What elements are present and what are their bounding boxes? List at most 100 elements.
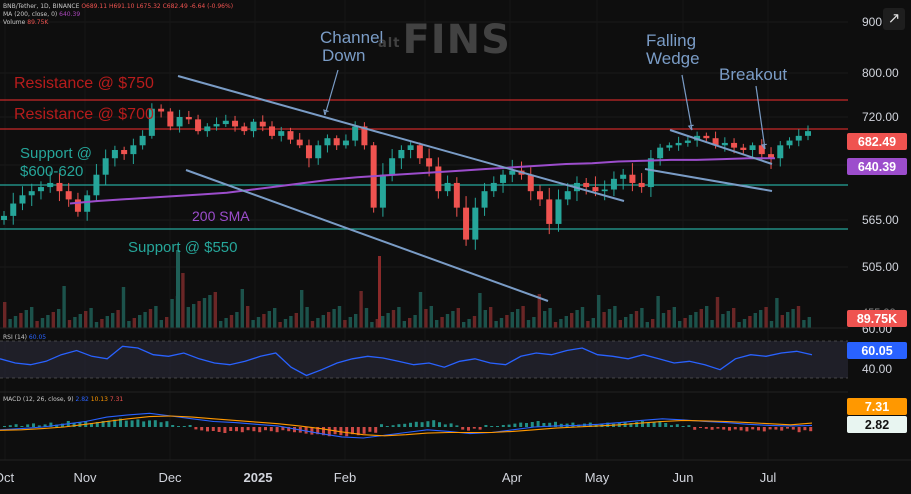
grid bbox=[0, 21, 848, 268]
macd-histogram-bar bbox=[206, 427, 209, 432]
ma-legend-text: MA (200, close, 0) bbox=[3, 11, 58, 18]
volume-bar bbox=[445, 314, 450, 328]
macd-histogram-bar bbox=[124, 420, 128, 427]
candle-body bbox=[416, 145, 423, 159]
volume-bar bbox=[310, 321, 315, 328]
volume-bar bbox=[462, 322, 466, 328]
volume-bar bbox=[402, 321, 406, 328]
volume-bar bbox=[559, 319, 563, 328]
channel-arrow bbox=[324, 69, 339, 116]
candle-body bbox=[398, 150, 405, 159]
volume-bar bbox=[548, 308, 552, 328]
macd-histogram-bar bbox=[194, 427, 198, 430]
candle-body bbox=[684, 140, 691, 143]
macd-histogram-bar bbox=[478, 427, 482, 430]
sma-label: 200 SMA bbox=[192, 208, 250, 224]
volume-bar bbox=[807, 317, 811, 328]
volume-badge-bg bbox=[847, 310, 907, 327]
macd-pane bbox=[0, 412, 813, 439]
candle-body bbox=[749, 145, 756, 150]
volume-bar bbox=[224, 318, 228, 328]
candle-body bbox=[389, 158, 396, 175]
resistance-700-label: Resistance @ $700 bbox=[14, 106, 154, 123]
volume-bar bbox=[451, 311, 455, 328]
macd-histogram-bar bbox=[159, 422, 163, 427]
macd-histogram-bar bbox=[791, 427, 795, 430]
macd-histogram-bar bbox=[664, 423, 668, 427]
volume-bar bbox=[84, 311, 88, 328]
candle-body bbox=[703, 135, 710, 139]
macd-histogram-bar bbox=[449, 423, 453, 427]
candle-body bbox=[453, 182, 460, 208]
volume-bar bbox=[359, 291, 363, 328]
volume-bar bbox=[386, 313, 390, 328]
volume-bar bbox=[176, 250, 180, 328]
volume-bar bbox=[748, 316, 752, 328]
volume-bar bbox=[19, 313, 23, 328]
macd-histogram-bar bbox=[716, 427, 720, 429]
volume-bar bbox=[721, 314, 725, 328]
volume-bar bbox=[246, 306, 250, 328]
volume-bar bbox=[429, 306, 433, 328]
macd-histogram-bar bbox=[525, 423, 528, 427]
candle-body bbox=[537, 191, 543, 200]
candle-body bbox=[167, 111, 174, 127]
candle-body bbox=[805, 131, 811, 136]
volume-bar bbox=[105, 316, 109, 328]
candle-body bbox=[740, 147, 747, 150]
volume-bar bbox=[516, 309, 520, 328]
macd-histogram-bar bbox=[467, 427, 470, 431]
macd-histogram-bar bbox=[217, 427, 221, 432]
candle-body bbox=[777, 145, 784, 159]
macd-badge-bg bbox=[847, 416, 907, 433]
macd-histogram-bar bbox=[536, 421, 540, 427]
expand-icon[interactable]: ↗ bbox=[883, 8, 905, 30]
volume-bar bbox=[181, 273, 185, 328]
volume-bar bbox=[661, 313, 666, 328]
candle-body bbox=[352, 126, 359, 141]
candle-body bbox=[666, 145, 673, 148]
candle-body bbox=[768, 154, 775, 159]
macd-histogram-bar bbox=[530, 422, 534, 427]
macd-histogram-bar bbox=[699, 427, 702, 428]
legend-symbol: BNB/Tether, 1D, BINANCE O689.11 H691.10 … bbox=[3, 3, 233, 11]
volume-bar bbox=[235, 312, 239, 328]
volume-bar bbox=[278, 322, 282, 328]
volume-bar bbox=[354, 314, 358, 328]
volume-bar bbox=[40, 318, 45, 328]
volume-bar bbox=[127, 321, 131, 328]
rsi-band bbox=[0, 341, 848, 378]
macd-histogram-bar bbox=[658, 421, 662, 427]
macd-histogram-bar bbox=[403, 423, 407, 427]
candle-body bbox=[583, 182, 590, 188]
volume-bar bbox=[337, 306, 342, 328]
volume-bar bbox=[769, 321, 774, 328]
volume-bar bbox=[472, 316, 477, 328]
macd-histogram-bar bbox=[240, 427, 244, 433]
candle-body bbox=[407, 145, 414, 150]
volume-bar bbox=[413, 315, 417, 328]
volume-bar bbox=[705, 306, 709, 328]
candle-body bbox=[333, 138, 340, 146]
time-axis: Oct Nov Dec 2025 Feb Apr May Jun Jul bbox=[0, 459, 911, 485]
time-tick-label: Jun bbox=[673, 470, 694, 485]
candle-body bbox=[675, 142, 682, 146]
candle-body bbox=[269, 126, 275, 136]
volume-bar bbox=[343, 320, 347, 328]
channel-label-line1: Channel bbox=[320, 28, 383, 47]
volume-bar bbox=[62, 286, 66, 328]
volume-bar bbox=[73, 317, 77, 328]
volume-bar bbox=[597, 295, 601, 328]
macd-histogram-bar bbox=[751, 427, 755, 430]
macd-histogram-bar bbox=[293, 427, 296, 433]
volume-bar bbox=[154, 306, 158, 328]
macd-histogram-bar bbox=[136, 419, 140, 427]
time-tick-label: May bbox=[585, 470, 610, 485]
volume-bar bbox=[170, 299, 174, 328]
candle-body bbox=[481, 191, 488, 208]
macd-histogram-bar bbox=[490, 426, 494, 427]
macd-histogram-bar bbox=[733, 427, 737, 430]
candle-body bbox=[1, 215, 7, 220]
macd-histogram-bar bbox=[327, 427, 331, 437]
